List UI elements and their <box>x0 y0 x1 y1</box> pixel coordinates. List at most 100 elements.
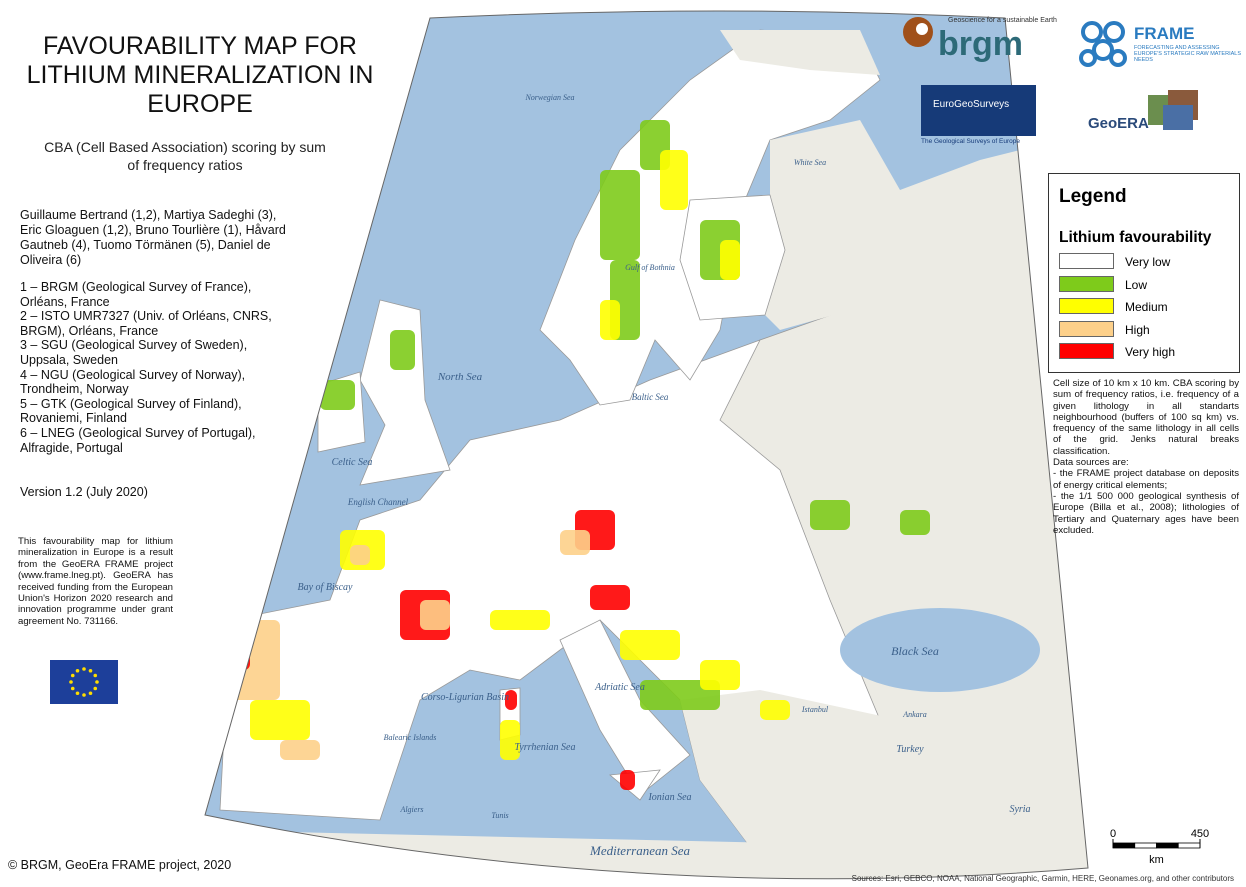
map-label: Syria <box>1009 804 1030 815</box>
favourability-area <box>660 150 688 210</box>
affiliation: 6 – LNEG (Geological Survey of Portugal)… <box>20 425 256 455</box>
favourability-area <box>900 510 930 535</box>
scale-segment <box>1156 842 1179 849</box>
map-label: Celtic Sea <box>332 457 373 468</box>
favourability-area <box>590 585 630 610</box>
notes: Cell size of 10 km x 10 km. CBA scoring … <box>1053 378 1239 536</box>
russia <box>760 120 1088 330</box>
legend-label: Very high <box>1125 345 1176 360</box>
favourability-area <box>225 620 280 700</box>
favourability-area <box>280 740 320 760</box>
map-label: Balearic Islands <box>384 733 437 742</box>
legend-label: Very low <box>1125 255 1171 269</box>
favourability-area <box>760 700 790 720</box>
flag-star <box>93 673 98 678</box>
legend-title: Legend <box>1059 186 1127 207</box>
frame-name: FRAME <box>1134 24 1195 43</box>
black-sea <box>840 608 1040 692</box>
map-label: Ankara <box>902 710 927 719</box>
geoera-logo: GeoERA <box>1088 85 1218 140</box>
scale-unit: km <box>1149 854 1164 866</box>
kola <box>720 30 880 75</box>
affiliations: 1 – BRGM (Geological Survey of France), … <box>20 280 285 455</box>
legend-label: High <box>1125 322 1150 337</box>
note: Cell size of 10 km x 10 km. CBA scoring … <box>1053 378 1239 457</box>
favourability-area <box>320 380 355 410</box>
favourability-area <box>600 300 620 340</box>
map-label: Algiers <box>399 805 423 814</box>
map-label: Baltic Sea <box>632 392 669 402</box>
map-label: Mediterranean Sea <box>589 843 691 858</box>
affiliation: 2 – ISTO UMR7327 (Univ. of Orléans, CNRS… <box>20 309 272 338</box>
scale-segment <box>1134 842 1157 849</box>
note: - the 1/1 500 000 geological synthesis o… <box>1053 490 1239 536</box>
authors: Guillaume Bertrand (1,2), Martiya Sadegh… <box>20 208 286 267</box>
egs-tagline: The Geological Surveys of Europe <box>921 138 1020 145</box>
affiliation: 3 – SGU (Geological Survey of Sweden), U… <box>20 338 248 367</box>
legend-swatch <box>1059 343 1114 360</box>
legend-swatch <box>1059 253 1114 269</box>
map-label: Corso-Ligurian Basin <box>421 692 509 703</box>
favourability-area <box>350 545 370 565</box>
map-label: Tunis <box>491 811 508 820</box>
scale-tick-label: 450 <box>1191 828 1209 840</box>
favourability-area <box>810 500 850 530</box>
flag-star <box>82 667 86 671</box>
favourability-area <box>420 600 450 630</box>
legend-label: Medium <box>1125 300 1168 315</box>
favourability-area <box>390 330 415 370</box>
funding: This favourability map for lithium miner… <box>18 536 173 627</box>
egs-name: EuroGeoSurveys <box>933 99 1010 110</box>
favourability-area <box>720 240 740 280</box>
geoera-icon <box>1148 90 1198 130</box>
affiliation: 4 – NGU (Geological Survey of Norway), T… <box>20 367 246 397</box>
scale-segment <box>1177 842 1201 849</box>
map-label: Gulf of Bothnia <box>625 263 675 272</box>
eu-flag <box>50 660 118 704</box>
favourability-area <box>560 530 590 555</box>
flag-star <box>82 693 86 697</box>
favourability-area <box>600 170 640 260</box>
map-label: Turkey <box>896 744 924 755</box>
flag-star <box>70 686 75 691</box>
affiliation: 1 – BRGM (Geological Survey of France), … <box>20 280 252 309</box>
map-label: White Sea <box>794 158 826 167</box>
map-label: Adriatic Sea <box>594 682 645 693</box>
flag-star <box>75 691 80 696</box>
flag-star <box>69 680 73 684</box>
brgm-name: brgm <box>938 25 1023 63</box>
frame-icon <box>1079 21 1127 67</box>
note: Data sources are: <box>1053 457 1129 469</box>
legend-label: Low <box>1125 277 1148 292</box>
flag-star <box>88 691 93 696</box>
flag-star <box>93 686 98 691</box>
favourability-area <box>500 720 520 760</box>
brgm-icon <box>903 17 933 47</box>
brgm-logo: Geoscience for a sustainable Earth brgm <box>900 12 1057 72</box>
map-label: Istanbul <box>801 705 829 714</box>
brgm-tagline: Geoscience for a sustainable Earth <box>948 17 1057 24</box>
favourability-area <box>700 660 740 690</box>
legend-swatch <box>1059 275 1114 292</box>
map-frame <box>204 10 1089 880</box>
subtitle: CBA (Cell Based Association) scoring by … <box>44 139 326 173</box>
legend-subtitle: Lithium favourability <box>1059 229 1212 246</box>
legend: Legend Lithium favourability Very low Low… <box>1048 173 1240 373</box>
flag-star <box>70 673 75 678</box>
flag-star <box>95 680 99 684</box>
title: FAVOURABILITY MAP FOR LITHIUM MINERALIZA… <box>26 32 374 118</box>
map-label: Norwegian Sea <box>524 93 574 102</box>
map-label: Ionian Sea <box>647 792 691 803</box>
sources: Sources: Esri, GEBCO, NOAA, National Geo… <box>851 874 1234 883</box>
legend-swatch <box>1059 298 1114 315</box>
favourability-area <box>250 700 310 740</box>
great-britain <box>359 299 451 486</box>
map-label: Tyrrhenian Sea <box>514 742 575 753</box>
geoera-name: GeoERA <box>1088 115 1149 132</box>
egs-logo: EuroGeoSurveys The Geological Surveys of… <box>921 85 1039 147</box>
map-label: Black Sea <box>891 644 939 658</box>
favourability-area <box>640 680 720 710</box>
favourability-area <box>505 690 517 710</box>
scale-tick-label: 0 <box>1110 828 1116 840</box>
